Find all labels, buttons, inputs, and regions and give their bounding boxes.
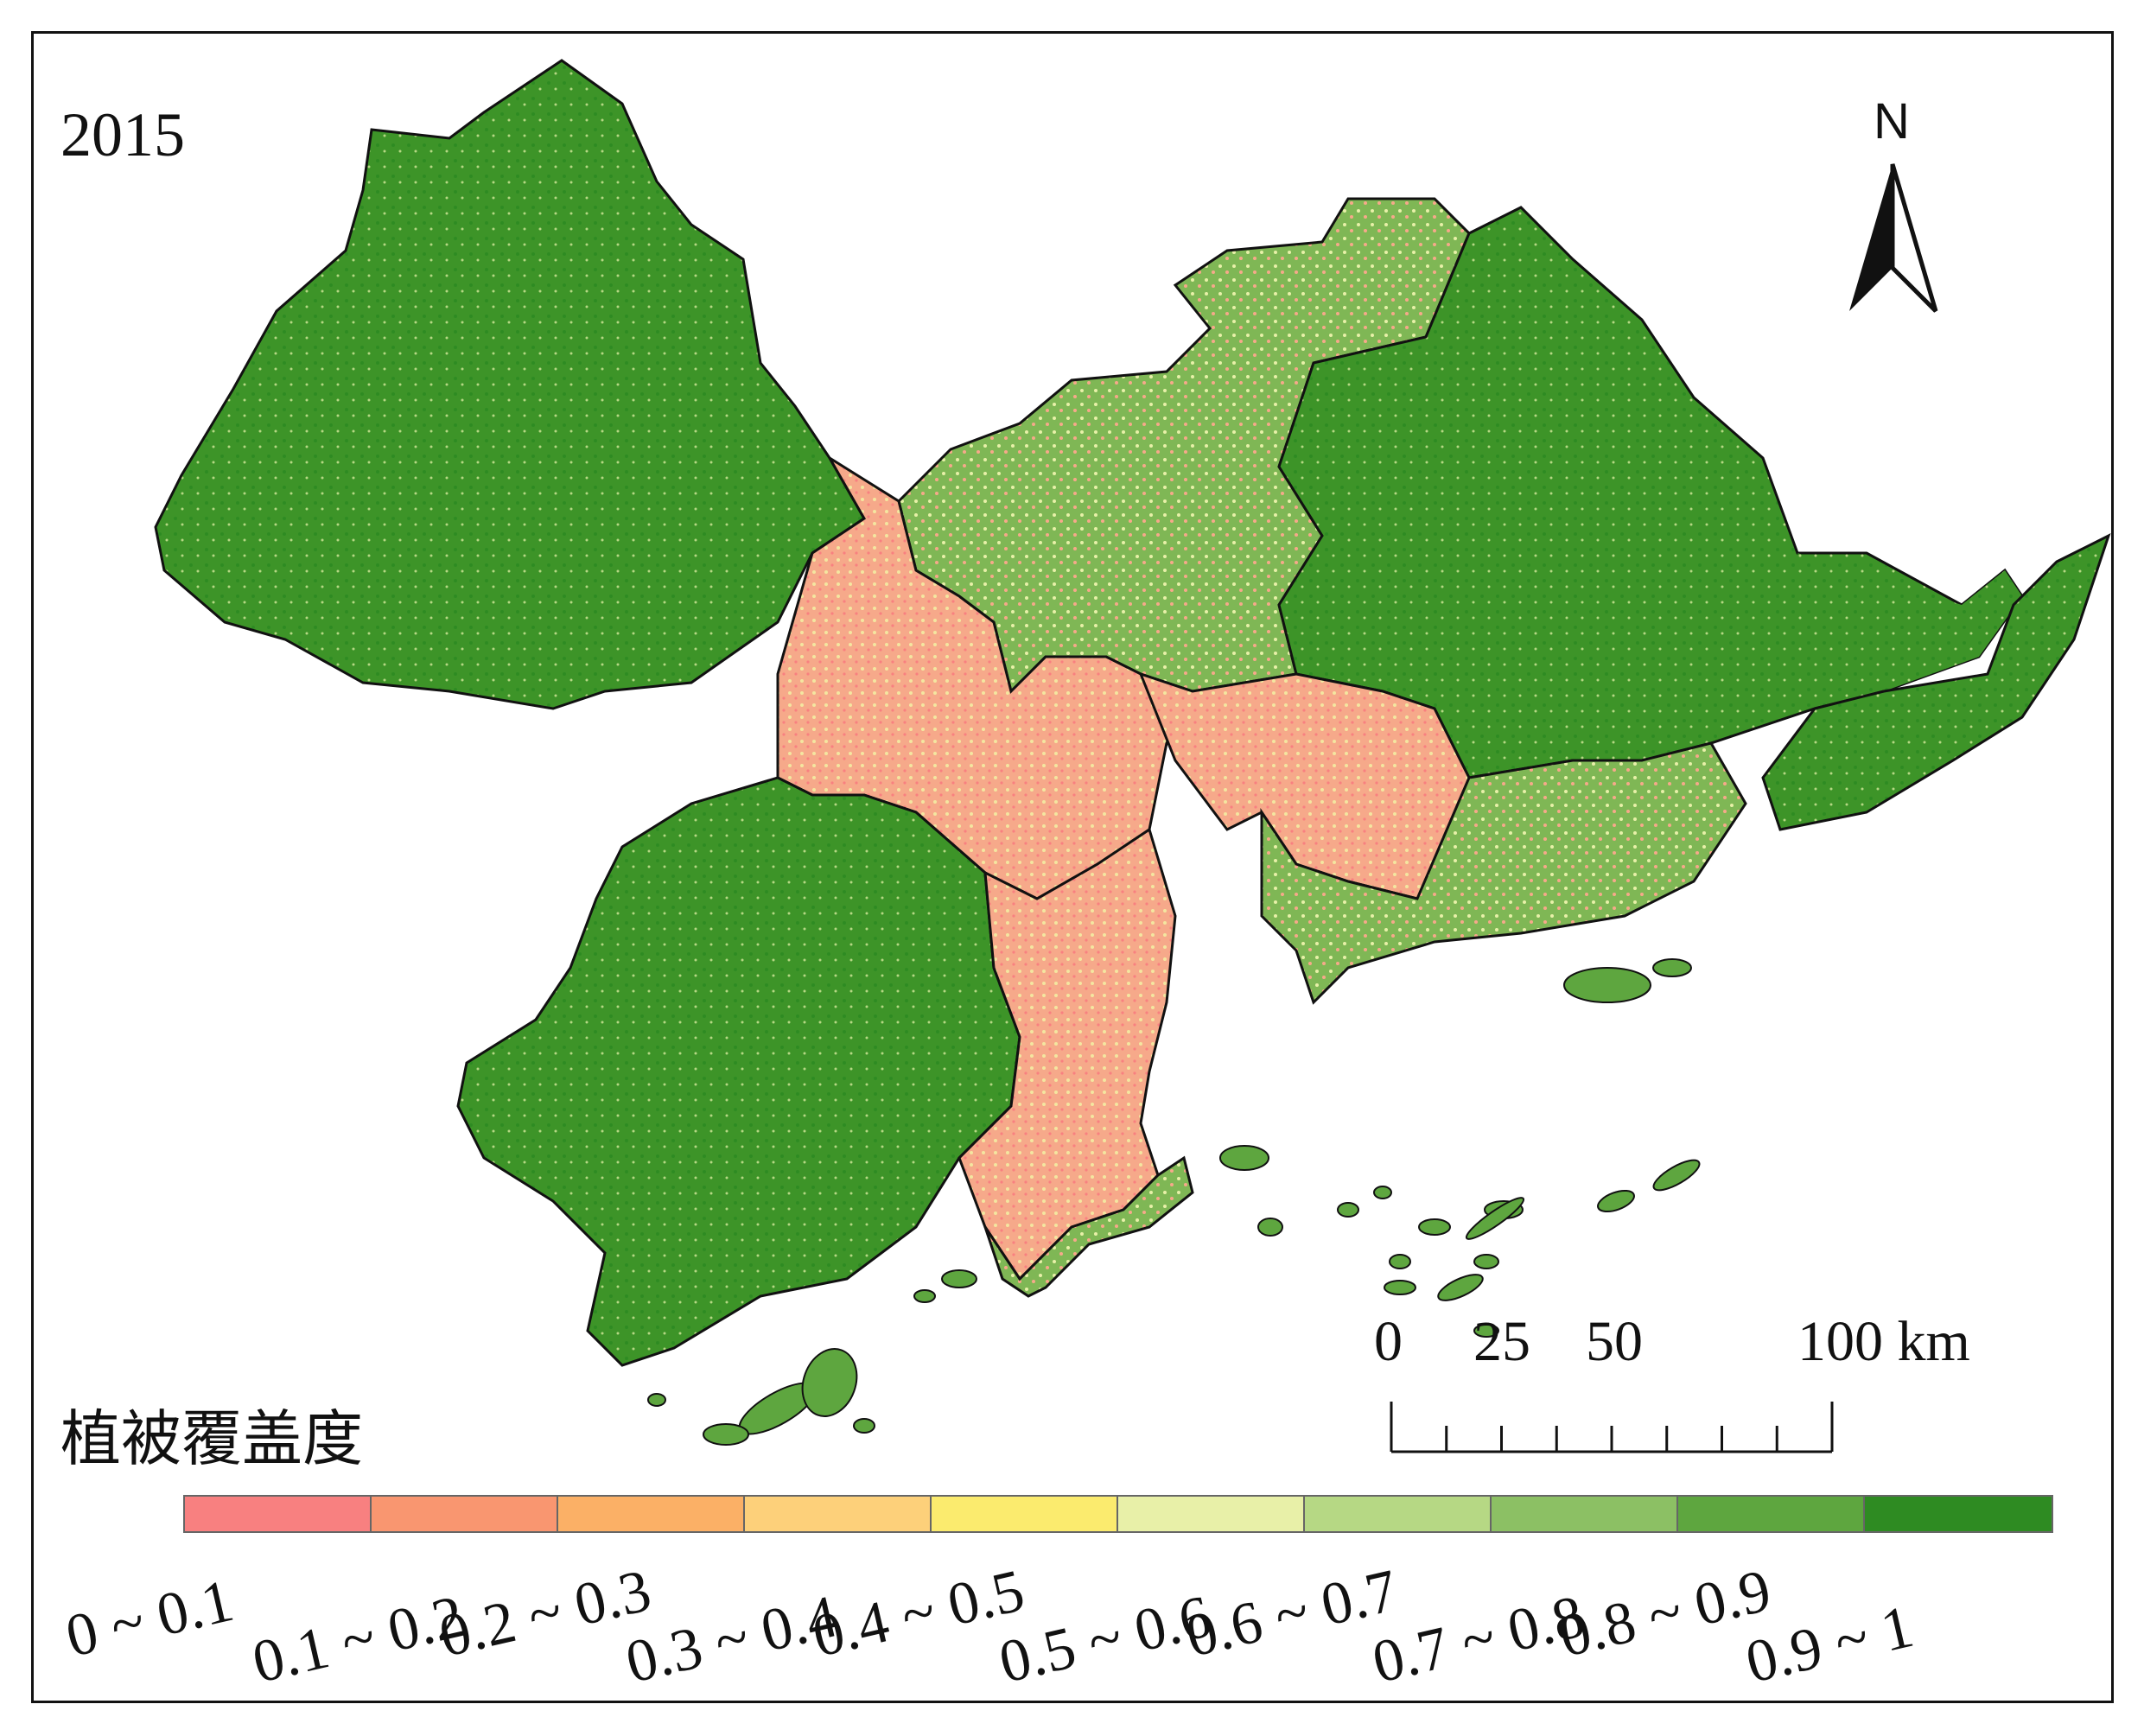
region-east-coast <box>1797 553 2022 691</box>
scale-label-50: 50 <box>1586 1310 1643 1373</box>
north-arrow-icon <box>1849 163 1938 313</box>
legend-swatch-5 <box>1118 1497 1305 1531</box>
region-southwest <box>456 776 1021 1367</box>
legend-swatch-3 <box>745 1497 932 1531</box>
legend-swatch-2 <box>558 1497 745 1531</box>
year-label: 2015 <box>60 100 185 169</box>
region-shenzhen-dongguan <box>1138 671 1471 900</box>
legend-swatch-4 <box>932 1497 1118 1531</box>
scale-label-25: 25 <box>1473 1310 1530 1373</box>
legend-swatch-8 <box>1678 1497 1865 1531</box>
region-far-east <box>1761 533 2111 831</box>
legend-swatch-6 <box>1305 1497 1492 1531</box>
legend-swatch-0 <box>185 1497 372 1531</box>
region-zhuhai <box>983 1155 1194 1298</box>
legend-swatch-7 <box>1492 1497 1678 1531</box>
scale-label-100km: 100 km <box>1797 1310 1970 1373</box>
legend-color-bar <box>183 1495 2053 1533</box>
region-west <box>154 59 866 710</box>
legend-title: 植被覆盖度 <box>60 1403 363 1474</box>
region-huizhou-south <box>1260 741 1747 1005</box>
legend-swatch-9 <box>1865 1497 2052 1531</box>
north-label: N <box>1874 93 1910 149</box>
islands <box>647 958 1701 1446</box>
legend-swatch-1 <box>372 1497 558 1531</box>
scale-bar <box>1390 1402 1834 1453</box>
scale-label-0: 0 <box>1374 1310 1403 1373</box>
